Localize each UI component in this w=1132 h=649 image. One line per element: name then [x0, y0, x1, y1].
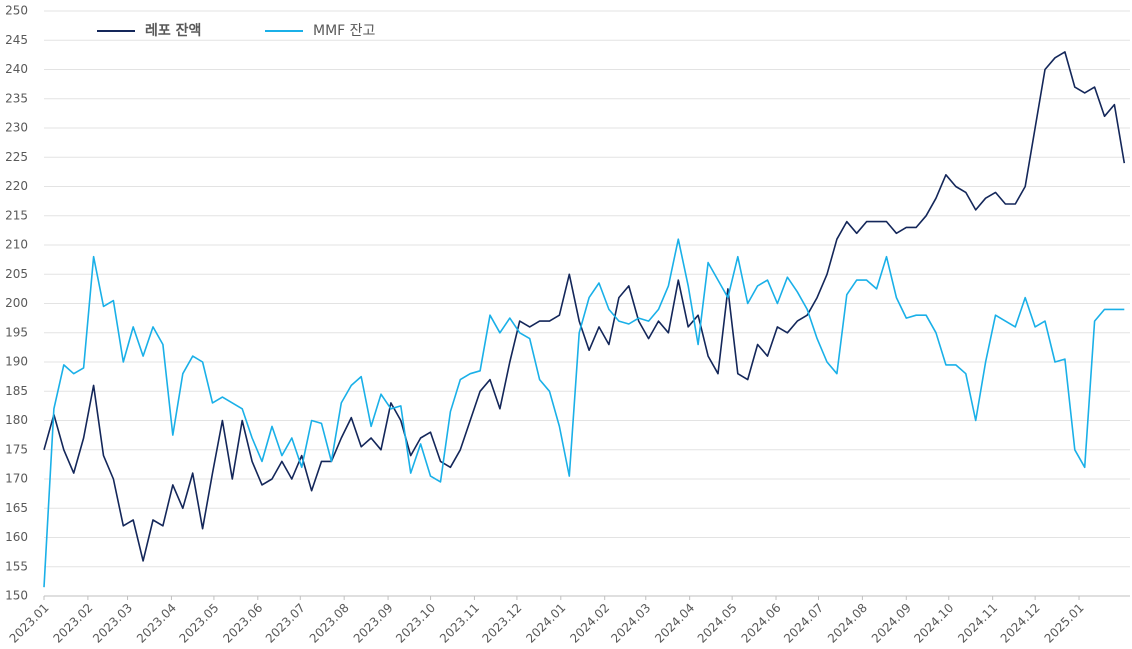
y-tick-label: 225 — [5, 150, 28, 164]
x-tick-label: 2024.07 — [781, 601, 826, 646]
y-tick-label: 200 — [5, 296, 28, 310]
x-tick-label: 2024.01 — [523, 601, 568, 646]
y-tick-label: 155 — [5, 559, 28, 573]
y-tick-label: 250 — [5, 4, 28, 18]
y-tick-label: 185 — [5, 384, 28, 398]
y-tick-label: 160 — [5, 530, 28, 544]
x-tick-label: 2023.04 — [134, 601, 179, 646]
x-tick-label: 2023.12 — [480, 601, 525, 646]
x-tick-label: 2024.04 — [652, 601, 697, 646]
x-tick-label: 2025.01 — [1042, 601, 1087, 646]
y-tick-label: 215 — [5, 208, 28, 222]
x-tick-label: 2024.03 — [608, 601, 653, 646]
y-tick-label: 170 — [5, 472, 28, 486]
series-line — [43, 238, 1125, 588]
y-tick-label: 210 — [5, 238, 28, 252]
y-tick-label: 165 — [5, 501, 28, 515]
y-tick-label: 190 — [5, 355, 28, 369]
x-tick-label: 2024.10 — [911, 601, 956, 646]
x-tick-label: 2024.12 — [998, 601, 1043, 646]
x-tick-label: 2023.11 — [437, 601, 482, 646]
y-tick-label: 240 — [5, 62, 28, 76]
x-tick-label: 2024.02 — [567, 601, 612, 646]
x-tick-label: 2023.02 — [50, 601, 95, 646]
y-tick-label: 150 — [5, 589, 28, 603]
y-tick-label: 205 — [5, 267, 28, 281]
x-tick-label: 2023.06 — [220, 601, 265, 646]
x-tick-label: 2024.05 — [695, 601, 740, 646]
y-tick-label: 175 — [5, 442, 28, 456]
y-tick-label: 195 — [5, 325, 28, 339]
y-tick-label: 235 — [5, 91, 28, 105]
legend-label: MMF 잔고 — [313, 23, 376, 39]
x-tick-label: 2024.09 — [869, 601, 914, 646]
series-line — [43, 51, 1126, 562]
legend-label: 레포 잔액 — [145, 22, 201, 39]
x-tick-label: 2023.05 — [177, 601, 222, 646]
x-tick-label: 2023.01 — [7, 601, 52, 646]
x-tick-label: 2023.10 — [393, 601, 438, 646]
y-tick-label: 220 — [5, 179, 28, 193]
x-tick-label: 2023.03 — [90, 601, 135, 646]
x-tick-label: 2024.11 — [955, 601, 1000, 646]
x-tick-label: 2023.07 — [263, 601, 308, 646]
x-tick-label: 2024.06 — [739, 601, 784, 646]
x-tick-label: 2024.08 — [825, 601, 870, 646]
x-tick-label: 2023.08 — [307, 601, 352, 646]
y-tick-label: 245 — [5, 33, 28, 47]
y-tick-label: 230 — [5, 121, 28, 135]
y-tick-label: 180 — [5, 413, 28, 427]
x-tick-label: 2023.09 — [351, 601, 396, 646]
